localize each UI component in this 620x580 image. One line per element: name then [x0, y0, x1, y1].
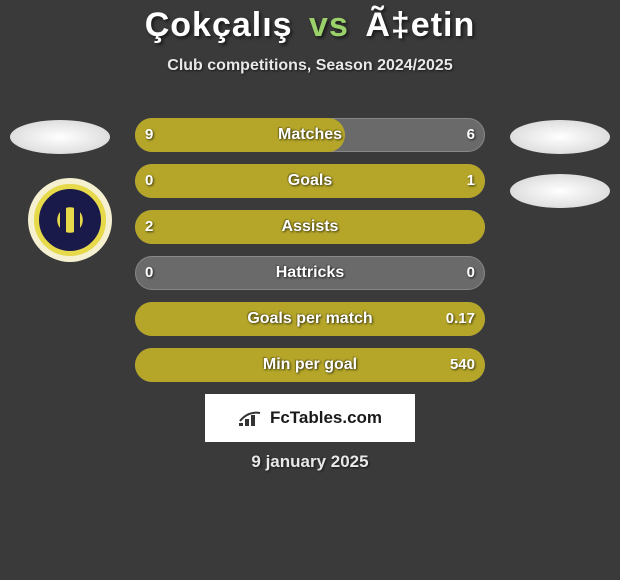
- player2-name: Ã‡etin: [365, 6, 475, 44]
- brand-text: FcTables.com: [270, 408, 382, 428]
- snapshot-date: 9 january 2025: [0, 452, 620, 472]
- stat-row: 01Goals: [135, 164, 485, 198]
- player2-club-placeholder-icon: [510, 174, 610, 208]
- season-subtitle: Club competitions, Season 2024/2025: [0, 57, 620, 75]
- stats-bars: 96Matches 01Goals 2Assists 00Hattricks 0.17G…: [135, 118, 485, 394]
- player1-club-badge-icon: [28, 178, 112, 262]
- stat-label: Assists: [135, 210, 485, 244]
- comparison-title: Çokçalış vs Ã‡etin: [0, 0, 620, 45]
- stat-label: Hattricks: [135, 256, 485, 290]
- stat-label: Matches: [135, 118, 485, 152]
- player1-placeholder-icon: [10, 120, 110, 154]
- player1-name: Çokçalış: [145, 6, 293, 44]
- brand-footer[interactable]: FcTables.com: [205, 394, 415, 442]
- player2-placeholder-icon: [510, 120, 610, 154]
- vs-separator: vs: [309, 6, 349, 44]
- stat-label: Goals per match: [135, 302, 485, 336]
- stat-row: 2Assists: [135, 210, 485, 244]
- fctables-logo-icon: [238, 409, 264, 427]
- stat-row: 00Hattricks: [135, 256, 485, 290]
- stat-row: 540Min per goal: [135, 348, 485, 382]
- stat-row: 96Matches: [135, 118, 485, 152]
- stat-row: 0.17Goals per match: [135, 302, 485, 336]
- stat-label: Min per goal: [135, 348, 485, 382]
- stat-label: Goals: [135, 164, 485, 198]
